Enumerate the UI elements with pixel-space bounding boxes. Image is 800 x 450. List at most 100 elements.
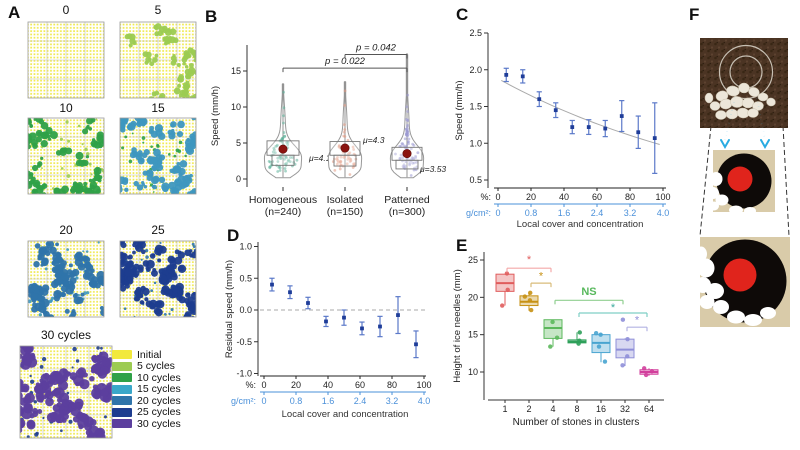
legend-label: 30 cycles — [137, 417, 181, 430]
blob — [188, 62, 194, 68]
blob — [137, 293, 142, 298]
speckle — [140, 258, 143, 261]
blob — [30, 292, 38, 301]
blob — [75, 151, 84, 160]
scatter-point — [346, 138, 350, 142]
blob — [72, 415, 80, 423]
panel-c-speed-chart: 0.5 1.0 1.5 2.0 2.5 Speed (mm/h) 0 20 40 60 80 100%… — [454, 28, 671, 230]
blob — [149, 125, 155, 131]
box-point — [522, 294, 528, 299]
blob — [38, 118, 45, 125]
y-axis-label: Height of ice needles (mm) — [452, 269, 463, 383]
blob — [78, 197, 85, 204]
scatter-point — [351, 145, 355, 149]
y-tick-label: 25 — [468, 255, 478, 265]
scatter-point — [398, 157, 402, 161]
blob — [151, 253, 155, 257]
blob — [150, 269, 158, 277]
legend-label: 15 cycles — [137, 383, 181, 395]
blob — [149, 173, 154, 178]
blob — [76, 181, 84, 189]
blob — [70, 310, 77, 317]
blob — [44, 318, 49, 323]
blob — [191, 193, 193, 194]
scatter-point — [399, 153, 403, 157]
blob — [20, 427, 23, 434]
blob — [90, 185, 95, 189]
y-tick-label: 10 — [231, 102, 241, 112]
speckle — [192, 245, 196, 249]
stone — [757, 92, 769, 102]
y-tick-label: 2.5 — [469, 28, 482, 38]
blob — [195, 118, 196, 119]
blob — [194, 196, 199, 201]
stone — [715, 110, 727, 120]
blob — [86, 118, 94, 125]
speckle — [29, 379, 35, 384]
blob — [103, 309, 104, 313]
blob — [89, 419, 97, 426]
blob — [189, 139, 195, 145]
blob — [88, 178, 93, 183]
blob — [187, 69, 195, 77]
blob — [73, 402, 80, 408]
scatter-point — [342, 134, 346, 138]
scatter-point — [278, 155, 282, 158]
blob — [136, 184, 144, 191]
legend-item: 5 cycles — [112, 361, 181, 371]
blob — [139, 118, 148, 126]
box-point — [625, 336, 630, 342]
box-point — [641, 366, 647, 371]
scatter-point — [411, 142, 415, 146]
blob — [148, 96, 155, 98]
blob — [56, 402, 62, 408]
blob — [56, 397, 63, 403]
blob — [55, 251, 61, 257]
scatter-point — [401, 164, 405, 168]
speckle — [152, 191, 155, 193]
blob — [131, 147, 137, 153]
blob — [61, 185, 69, 194]
x-tick-label: 3.2 — [624, 208, 637, 218]
x-tick-label: 60 — [355, 380, 365, 390]
scatter-point — [274, 144, 278, 148]
y-tick-label: 0 — [236, 174, 241, 184]
speckle — [42, 416, 45, 420]
blob — [112, 123, 120, 131]
blob — [168, 36, 176, 44]
blob — [21, 354, 33, 366]
blob — [164, 288, 173, 297]
snapshot-15 — [112, 118, 199, 201]
blob — [200, 301, 204, 305]
blob — [106, 304, 112, 310]
category-n-label: (n=150) — [327, 206, 363, 218]
blob — [87, 439, 97, 449]
x-tick-label: 3.2 — [386, 396, 399, 406]
scatter-point — [404, 160, 408, 164]
snapshot-border — [119, 117, 197, 195]
x-tick-label: 40 — [323, 380, 333, 390]
blob — [47, 316, 50, 317]
snapshot-border — [119, 21, 197, 99]
blob — [199, 299, 204, 304]
scatter-point — [416, 151, 420, 155]
stone — [744, 207, 756, 212]
blob — [45, 397, 54, 407]
scatter-point — [343, 103, 347, 107]
blob — [61, 318, 66, 323]
blob — [193, 297, 196, 302]
sig-star: * — [611, 302, 616, 314]
scatter-point — [348, 160, 352, 163]
blob — [127, 260, 134, 267]
speckle — [67, 139, 71, 143]
blob — [96, 134, 104, 143]
blob — [71, 376, 76, 381]
blob — [40, 295, 46, 301]
gcm2-axis-prefix: g/cm²: — [231, 396, 256, 406]
legend-swatch-15-cycles — [112, 384, 132, 394]
blob — [33, 118, 37, 121]
panel-label-a: A — [8, 3, 21, 22]
x-tick-label: 40 — [559, 192, 569, 202]
blob — [33, 261, 40, 268]
